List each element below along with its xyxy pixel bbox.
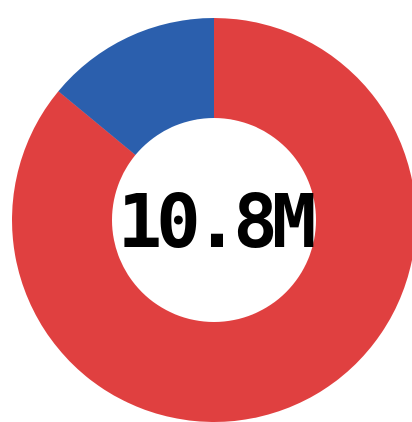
- center-label: 10.8M: [118, 179, 314, 265]
- donut-hole: [112, 118, 316, 322]
